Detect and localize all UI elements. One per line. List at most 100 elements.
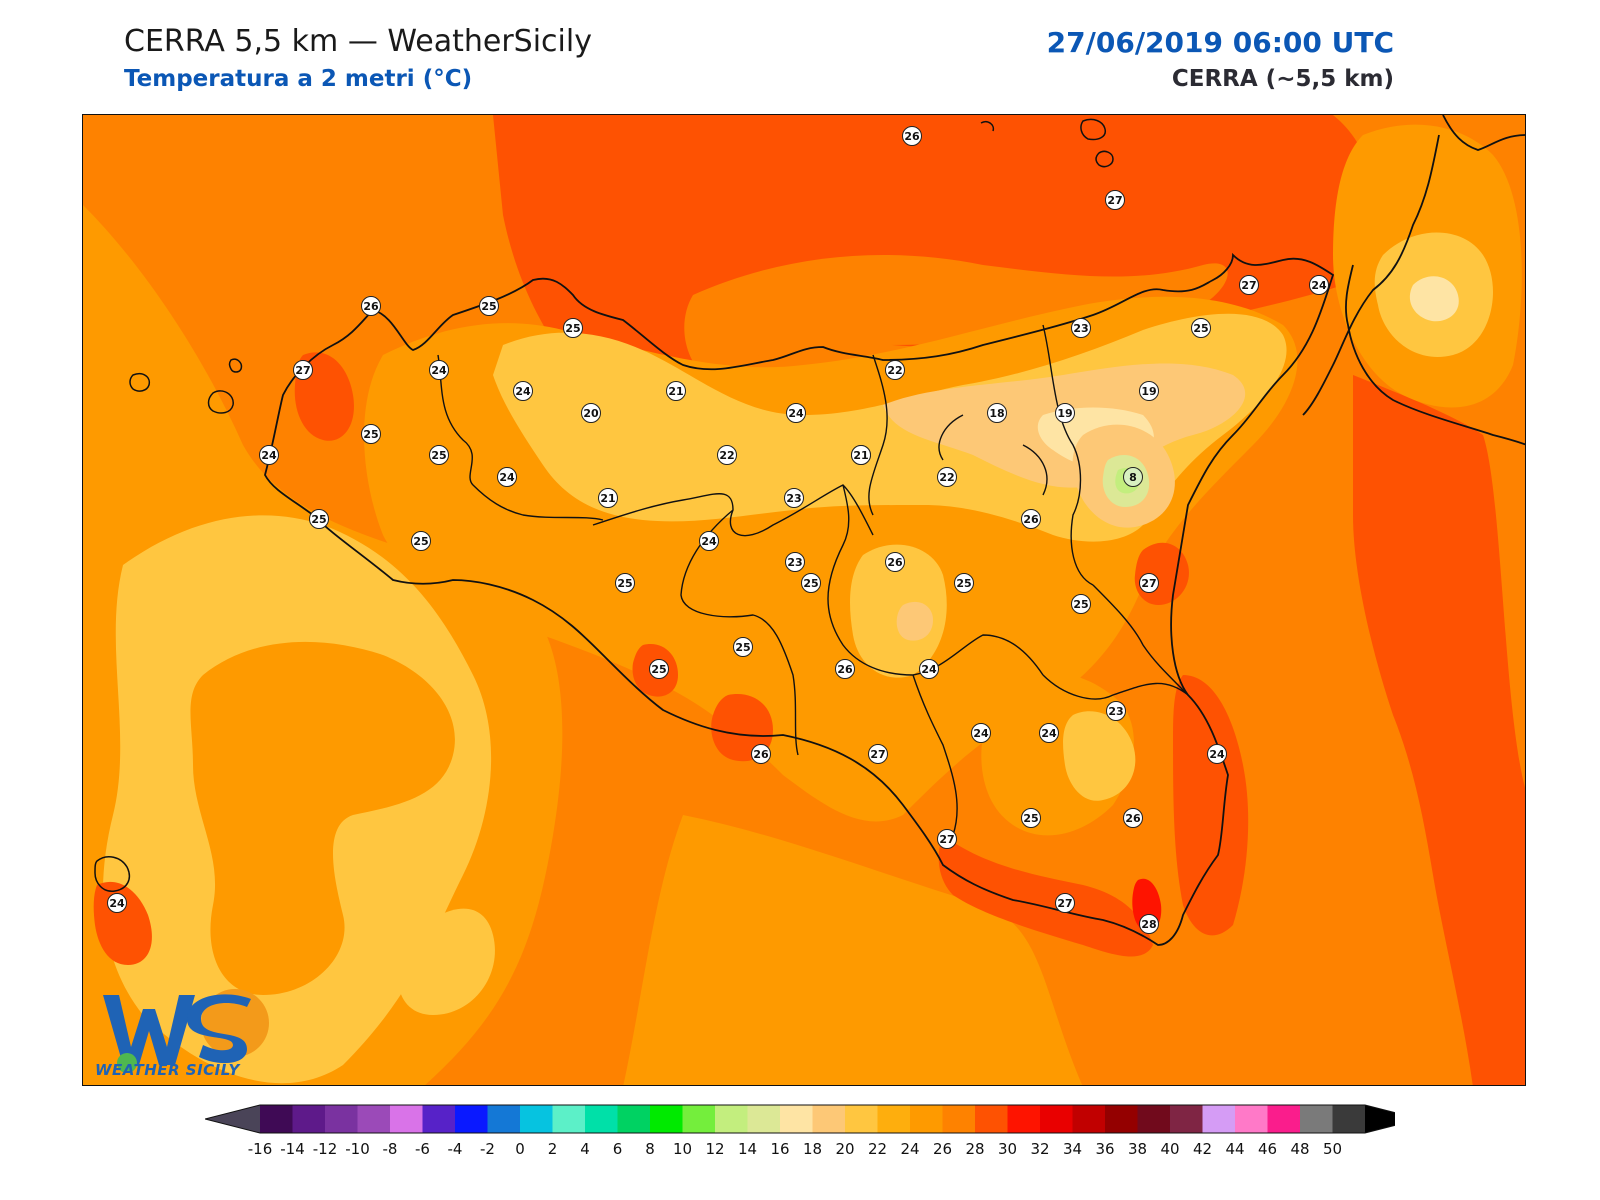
colorbar-tick-label: 6 <box>612 1140 623 1158</box>
station-value-marker: 25 <box>1071 594 1091 614</box>
colorbar-tick-label: 22 <box>867 1140 888 1158</box>
sicily-coastline <box>264 252 1335 946</box>
station-value-marker: 26 <box>361 296 381 316</box>
station-value-marker: 25 <box>1021 808 1041 828</box>
station-value-marker: 28 <box>1139 914 1159 934</box>
field-se-coast-warm <box>938 835 1153 957</box>
station-value-marker: 24 <box>497 467 517 487</box>
station-value-marker: 24 <box>107 893 127 913</box>
logo-sun-shape <box>201 989 269 1057</box>
colorbar-swatch <box>682 1105 716 1133</box>
station-value-marker: 25 <box>954 573 974 593</box>
station-value-marker: 26 <box>751 744 771 764</box>
field-southeast-cool-2 <box>1063 711 1136 801</box>
logo-s-shape <box>187 994 251 1064</box>
colorbar-tick-label: 50 <box>1322 1140 1343 1158</box>
province-borders <box>437 324 1189 836</box>
station-value-marker: 26 <box>885 552 905 572</box>
station-value-marker: 24 <box>1309 275 1329 295</box>
colorbar-tick-label: 42 <box>1192 1140 1213 1158</box>
station-value-marker: 24 <box>786 403 806 423</box>
datetime-label: 27/06/2019 06:00 UTC <box>1046 26 1394 59</box>
model-label: CERRA (~5,5 km) <box>1171 66 1394 92</box>
colorbar-tick-label: -6 <box>415 1140 430 1158</box>
station-value-marker: 18 <box>987 403 1007 423</box>
colorbar-swatch <box>1332 1105 1366 1133</box>
colorbar-swatch <box>1072 1105 1106 1133</box>
colorbar-tick-label: 2 <box>547 1140 558 1158</box>
station-value-marker: 22 <box>937 467 957 487</box>
egadi-islands <box>129 358 243 414</box>
station-value-marker: 24 <box>1039 723 1059 743</box>
colorbar-swatch <box>260 1105 293 1133</box>
station-value-marker: 20 <box>581 403 601 423</box>
station-value-marker: 26 <box>902 126 922 146</box>
colorbar-tick-label: 24 <box>900 1140 920 1158</box>
station-value-marker: 25 <box>563 318 583 338</box>
colorbar-swatch <box>617 1105 651 1133</box>
field-cool-patch <box>397 908 495 1015</box>
station-value-marker: 25 <box>733 637 753 657</box>
station-value-marker: 22 <box>717 445 737 465</box>
field-se-coast-warm-2 <box>1173 675 1249 936</box>
colorbar-under-arrow <box>205 1105 260 1133</box>
colorbar-tick-label: 10 <box>672 1140 693 1158</box>
logo-leaf-shape <box>117 1053 137 1073</box>
colorbar-swatch <box>780 1105 813 1133</box>
station-value-marker: 25 <box>411 531 431 551</box>
colorbar-frame <box>205 1104 1395 1134</box>
logo-w-shape <box>103 995 195 1065</box>
station-value-marker: 27 <box>1139 573 1159 593</box>
temperature-field <box>83 115 1525 1085</box>
field-west-sea-2 <box>623 815 1083 1085</box>
colorbar-tick-label: 8 <box>645 1140 655 1158</box>
colorbar-swatch <box>357 1105 391 1133</box>
colorbar-swatch <box>650 1105 683 1133</box>
colorbar-tick-label: 30 <box>997 1140 1018 1158</box>
field-north-inner <box>684 255 1228 375</box>
station-value-marker: 23 <box>1106 701 1126 721</box>
field-east-cool-3 <box>1409 276 1459 322</box>
colorbar-swatch <box>1300 1105 1333 1133</box>
field-east-warm <box>1353 375 1525 1085</box>
colorbar <box>205 1104 1395 1134</box>
aeolian-islands <box>980 118 1114 168</box>
colorbar-swatch <box>325 1105 358 1133</box>
colorbar-tick-label: -4 <box>447 1140 463 1158</box>
station-value-marker: 24 <box>429 360 449 380</box>
colorbar-tick-label: 20 <box>835 1140 855 1158</box>
station-value-marker: 24 <box>513 381 533 401</box>
colorbar-swatch <box>1170 1105 1203 1133</box>
temperature-map: 26 27 26 25 25 27 27 24 24 24 21 20 24 22 23 25 19 18 19 25… <box>82 114 1526 1086</box>
colorbar-swatch <box>910 1105 943 1133</box>
station-value-marker: 25 <box>309 509 329 529</box>
colorbar-tick-label: -8 <box>382 1140 398 1158</box>
station-value-marker: 25 <box>615 573 635 593</box>
station-value-marker: 23 <box>785 552 805 572</box>
colorbar-swatch <box>1040 1105 1073 1133</box>
colorbar-swatch <box>487 1105 521 1133</box>
colorbar-swatch <box>292 1105 326 1133</box>
station-value-marker: 25 <box>479 296 499 316</box>
colorbar-tick-label: -16 <box>247 1140 273 1158</box>
header-subtitle: Temperatura a 2 metri (°C) <box>124 66 473 92</box>
colorbar-tick-label: 36 <box>1095 1140 1115 1158</box>
colorbar-tick-label: 4 <box>580 1140 590 1158</box>
station-value-marker: 25 <box>649 659 669 679</box>
colorbar-swatch <box>747 1105 781 1133</box>
colorbar-swatch <box>455 1105 488 1133</box>
calabria-coastline <box>1302 115 1525 446</box>
station-value-marker: 27 <box>1055 893 1075 913</box>
station-value-marker: 26 <box>1021 509 1041 529</box>
colorbar-swatch <box>942 1105 976 1133</box>
colorbar-swatch <box>1202 1105 1236 1133</box>
station-value-marker: 25 <box>361 424 381 444</box>
colorbar-tick-label: 14 <box>737 1140 758 1158</box>
station-value-marker: 19 <box>1055 403 1075 423</box>
colorbar-tick-label: 44 <box>1225 1140 1245 1158</box>
colorbar-tick-label: -14 <box>280 1140 305 1158</box>
colorbar-swatch <box>1267 1105 1301 1133</box>
field-cool-lobe-inner <box>190 641 455 995</box>
colorbar-swatch <box>1007 1105 1041 1133</box>
colorbar-swatch <box>585 1105 618 1133</box>
